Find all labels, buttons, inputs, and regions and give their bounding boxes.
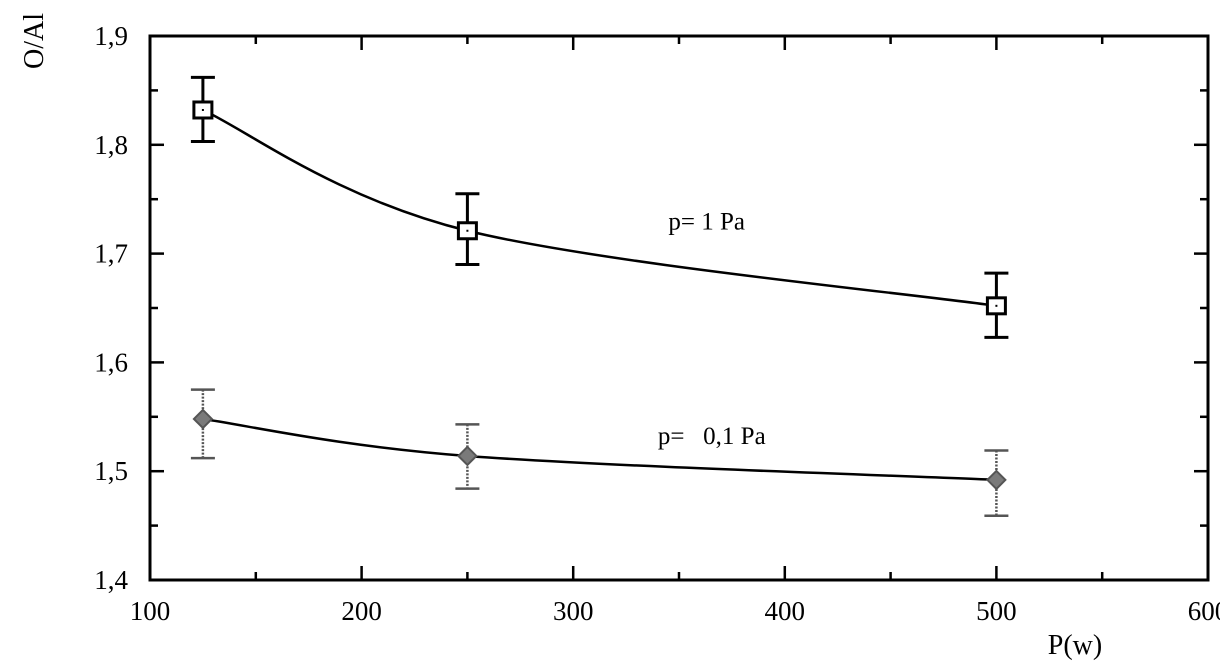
annotations: p= 1 Pa p= 0,1 Pa xyxy=(658,209,766,450)
annotation: p= 1 Pa xyxy=(668,209,745,236)
data-point xyxy=(985,469,1007,491)
data-point-dot xyxy=(995,304,998,307)
data-point xyxy=(456,445,478,467)
y-tick-label: 1,8 xyxy=(94,130,128,160)
x-tick-label: 300 xyxy=(553,596,594,626)
x-tick-label: 500 xyxy=(976,596,1017,626)
x-tick-label: 400 xyxy=(765,596,806,626)
data-point xyxy=(192,408,214,430)
x-tick-labels: 100 200 300 400 500 600 xyxy=(130,596,1220,626)
fit-curves xyxy=(202,108,997,482)
x-tick-label: 200 xyxy=(341,596,382,626)
data-markers xyxy=(192,100,1007,491)
fit-curve-1 xyxy=(202,108,997,308)
y-tick-label: 1,5 xyxy=(94,456,128,486)
fit-curve-2 xyxy=(202,417,997,482)
x-tick-label: 100 xyxy=(130,596,171,626)
error-bars xyxy=(190,75,1009,518)
x-axis-label: P(w) xyxy=(1048,630,1102,661)
y-tick-label: 1,7 xyxy=(94,239,128,269)
data-point-dot xyxy=(201,108,204,111)
y-tick-label: 1,4 xyxy=(94,565,128,595)
y-tick-label: 1,9 xyxy=(94,21,128,51)
annotation: p= 0,1 Pa xyxy=(658,423,766,450)
plot-frame xyxy=(148,34,1210,582)
axis-ticks xyxy=(148,34,1210,582)
x-tick-label: 600 xyxy=(1188,596,1220,626)
data-point-dot xyxy=(466,229,469,232)
y-axis-label: O/Al xyxy=(19,13,50,69)
y-tick-labels: 1,4 1,5 1,6 1,7 1,8 1,9 xyxy=(94,21,128,595)
y-tick-label: 1,6 xyxy=(94,347,128,377)
